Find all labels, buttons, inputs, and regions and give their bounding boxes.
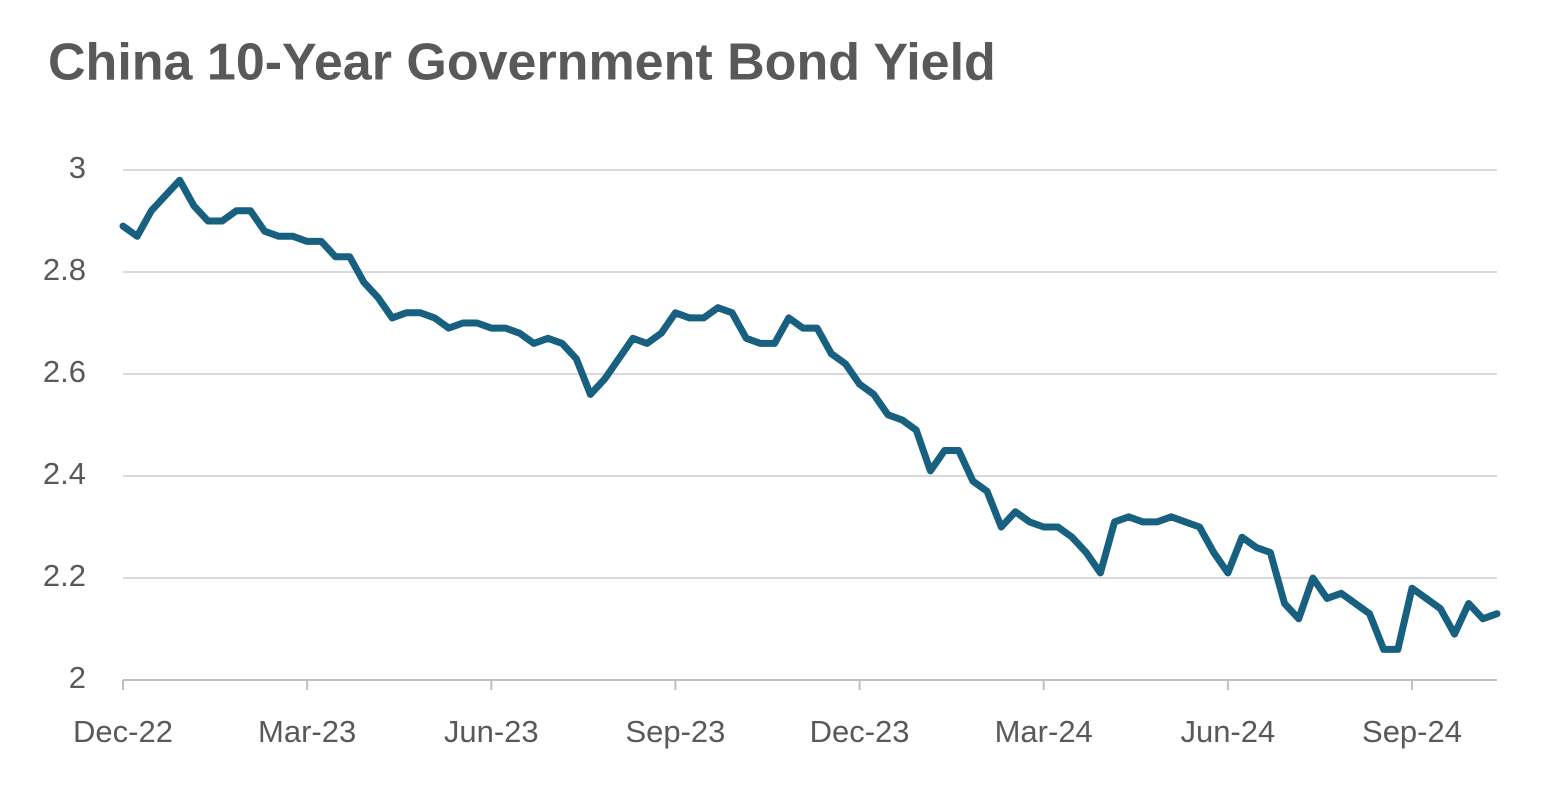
x-tick-label: Dec-23 xyxy=(810,714,910,749)
y-tick-label: 2.4 xyxy=(43,456,86,491)
x-tick-label: Jun-24 xyxy=(1180,714,1275,749)
y-tick-label: 2.6 xyxy=(43,354,86,389)
y-tick-label: 2.2 xyxy=(43,558,86,593)
y-tick-label: 2.8 xyxy=(43,252,86,287)
chart-title: China 10-Year Government Bond Yield xyxy=(48,34,996,92)
x-tick-label: Sep-24 xyxy=(1362,714,1462,749)
x-tick-label: Sep-23 xyxy=(625,714,725,749)
x-tick-label: Dec-22 xyxy=(73,714,173,749)
data-line xyxy=(119,176,1501,653)
y-tick-label: 3 xyxy=(69,150,86,185)
x-tick-label: Mar-24 xyxy=(995,714,1093,749)
x-tick-label: Jun-23 xyxy=(444,714,539,749)
y-tick-label: 2 xyxy=(69,660,86,695)
x-tick-label: Mar-23 xyxy=(258,714,356,749)
